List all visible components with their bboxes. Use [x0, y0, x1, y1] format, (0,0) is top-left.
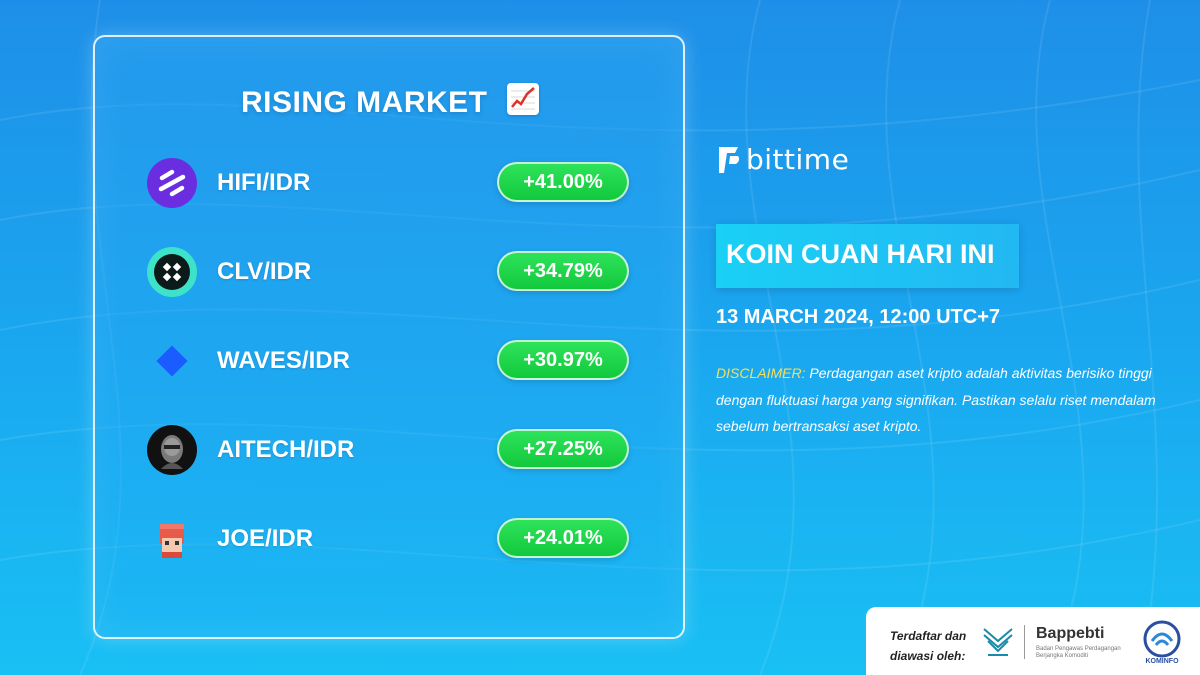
kominfo-label: KOMINFO — [1145, 658, 1179, 665]
bappebti-label: Bappebti — [1036, 625, 1105, 642]
kemendag-logo-icon — [983, 628, 1013, 656]
pair-name: CLV/IDR — [217, 258, 312, 285]
disclaimer-label: DISCLAIMER: — [716, 365, 806, 381]
bittime-logo-icon — [719, 147, 740, 173]
hifi-logo-icon — [147, 158, 197, 208]
registered-text: Terdaftar dan diawasi oleh: — [890, 629, 967, 663]
brand-name: bittime — [746, 143, 850, 176]
change-badge: +30.97% — [497, 340, 629, 380]
change-badge: +24.01% — [497, 518, 629, 558]
pair-name: HIFI/IDR — [217, 169, 311, 196]
change-badge: +27.25% — [497, 429, 629, 469]
date-time: 13 MARCH 2024, 12:00 UTC+7 — [716, 306, 1001, 328]
chart-increasing-icon — [507, 83, 539, 115]
list-item[interactable]: HIFI/IDR +41.00% — [95, 153, 687, 213]
aitech-logo-icon — [147, 425, 197, 475]
headline: KOIN CUAN HARI INI — [726, 239, 995, 269]
list-item[interactable]: AITECH/IDR +27.25% — [95, 420, 687, 480]
regulator-footer: Terdaftar dan diawasi oleh: Bappebti Bad… — [866, 607, 1200, 675]
joe-logo-icon — [147, 514, 197, 564]
clv-logo-icon — [147, 247, 197, 297]
disclaimer: DISCLAIMER: Perdagangan aset kripto adal… — [716, 360, 1156, 440]
bappebti-subtitle: Badan Pengawas Perdagangan Berjangka Kom… — [1036, 646, 1121, 659]
list-item[interactable]: WAVES/IDR +30.97% — [95, 331, 687, 391]
pair-name: JOE/IDR — [217, 525, 314, 552]
pair-name: WAVES/IDR — [217, 347, 350, 374]
pair-name: AITECH/IDR — [217, 436, 355, 463]
card-title: RISING MARKET — [241, 86, 488, 119]
change-badge: +41.00% — [497, 162, 629, 202]
footer-divider — [1024, 625, 1025, 659]
disclaimer-text: Perdagangan aset kripto adalah aktivitas… — [716, 365, 1156, 434]
waves-logo-icon — [147, 336, 197, 386]
change-badge: +34.79% — [497, 251, 629, 291]
kominfo-logo-icon — [1143, 620, 1181, 658]
headline-banner: KOIN CUAN HARI INI — [716, 224, 1019, 288]
list-item[interactable]: JOE/IDR +24.01% — [95, 509, 687, 569]
rising-market-card: RISING MARKET HIFI/IDR +41.00% — [93, 35, 685, 639]
list-item[interactable]: CLV/IDR +34.79% — [95, 242, 687, 302]
